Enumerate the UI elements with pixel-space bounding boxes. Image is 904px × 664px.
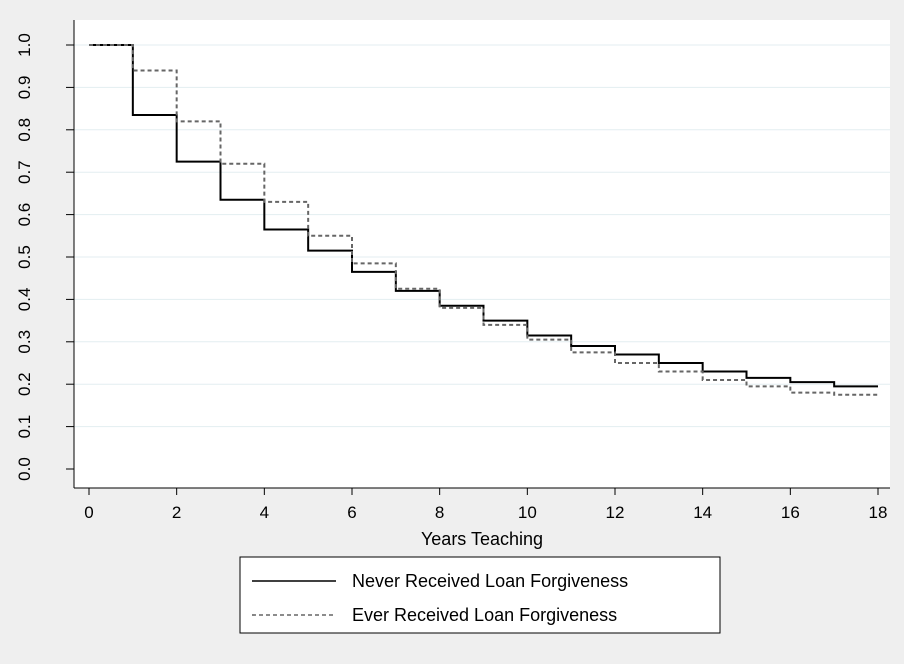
y-tick-label: 0.2 (15, 372, 34, 396)
x-tick-label: 4 (260, 503, 269, 522)
x-tick-label: 0 (84, 503, 93, 522)
y-tick-label: 0.5 (15, 245, 34, 269)
x-tick-label: 14 (693, 503, 712, 522)
legend-label-1: Never Received Loan Forgiveness (352, 571, 628, 591)
x-tick-label: 6 (347, 503, 356, 522)
x-tick-label: 16 (781, 503, 800, 522)
y-tick-label: 0.4 (15, 288, 34, 312)
legend-label-2: Ever Received Loan Forgiveness (352, 605, 617, 625)
y-tick-label: 0.1 (15, 415, 34, 439)
y-tick-label: 0.7 (15, 160, 34, 184)
series-line-1 (89, 44, 878, 388)
y-tick-label: 0.0 (15, 457, 34, 481)
x-tick-label: 8 (435, 503, 444, 522)
x-tick-label: 2 (172, 503, 181, 522)
y-tick-label: 0.3 (15, 330, 34, 354)
x-tick-label: 10 (518, 503, 537, 522)
axes: 0.0 0.1 0.2 0.3 0.4 0.5 0.6 0.7 0.8 0.9 1.0 0 2 4 6 8 10… (15, 20, 890, 522)
grid-lines (74, 44, 890, 428)
plot-area (74, 20, 890, 488)
x-tick-label: 18 (869, 503, 888, 522)
legend-box (239, 556, 721, 634)
y-tick-label: 0.8 (15, 118, 34, 142)
series-layer (89, 44, 878, 396)
x-tick-label: 12 (606, 503, 625, 522)
series-line-2 (89, 44, 878, 396)
y-tick-label: 0.6 (15, 203, 34, 227)
legend: Never Received Loan Forgiveness Ever Rece… (239, 556, 721, 634)
y-tick-label: 0.9 (15, 76, 34, 100)
x-axis-title: Years Teaching (421, 529, 543, 549)
y-tick-label: 1.0 (15, 33, 34, 57)
